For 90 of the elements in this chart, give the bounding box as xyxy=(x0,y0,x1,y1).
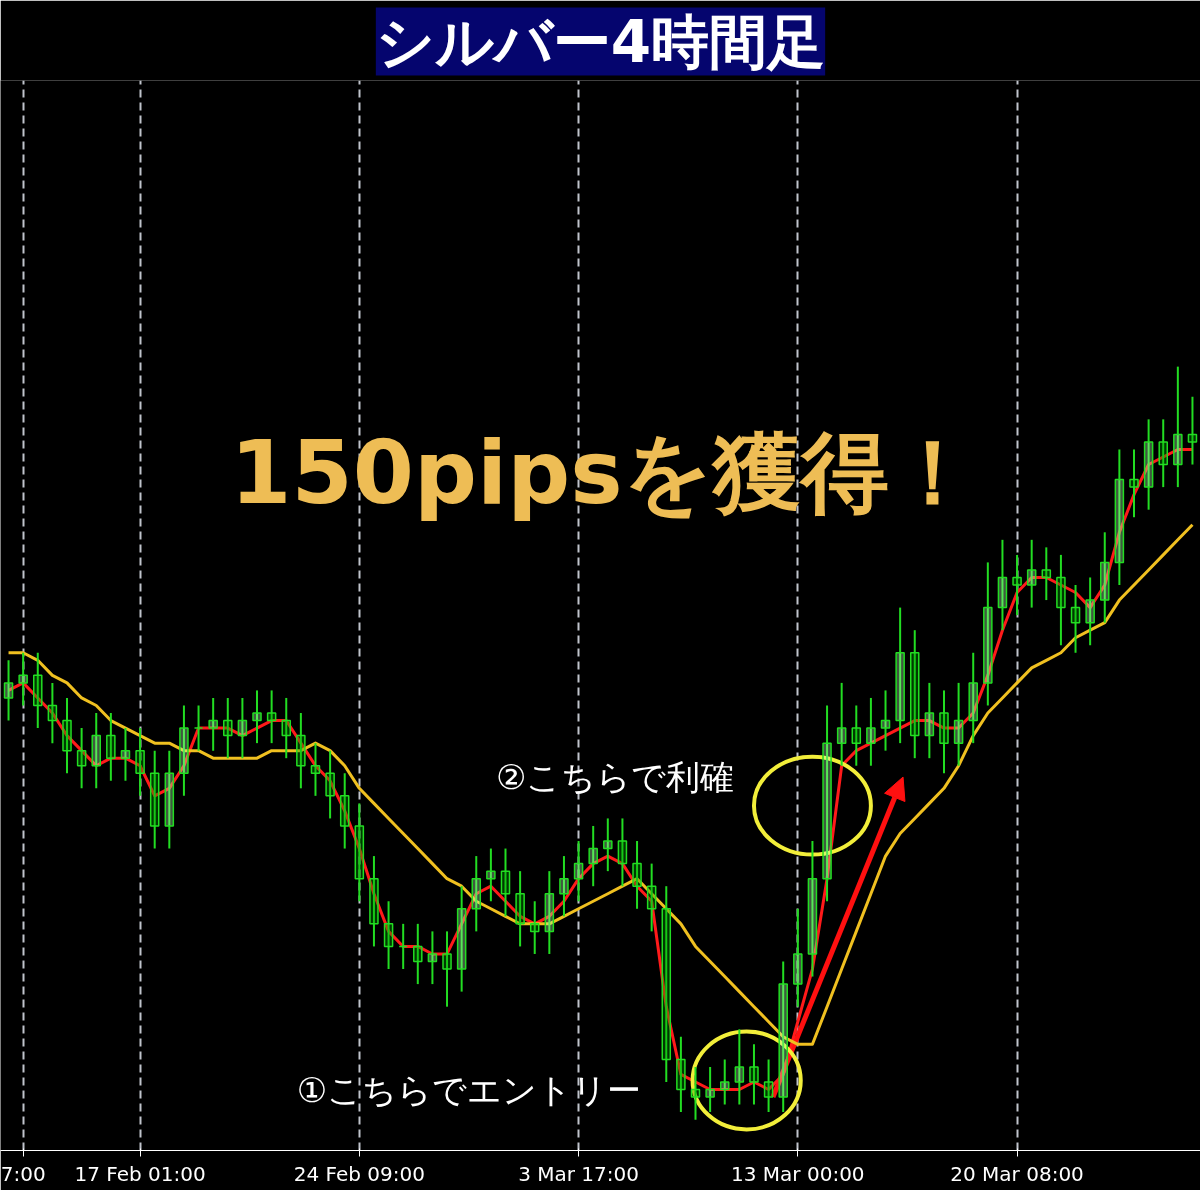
candlestick xyxy=(603,817,613,873)
candlestick xyxy=(3,659,14,722)
candlestick xyxy=(632,840,642,910)
candlestick xyxy=(807,840,818,978)
annotation: ②こちらで利確 xyxy=(495,757,735,798)
candlestick xyxy=(1114,448,1125,586)
candlestick xyxy=(456,885,467,993)
candlestick xyxy=(851,704,862,767)
candlestick xyxy=(1158,418,1168,489)
annotation: 150pipsを獲得！ xyxy=(230,420,977,524)
candlestick xyxy=(252,689,262,745)
candlestick xyxy=(135,727,145,797)
candlestick xyxy=(895,606,905,745)
candlestick xyxy=(749,1043,759,1106)
candlestick xyxy=(1173,365,1183,489)
candlestick xyxy=(866,696,876,767)
candlestick xyxy=(310,742,321,797)
candlestick xyxy=(968,651,978,745)
candlestick xyxy=(427,930,438,986)
candlestick xyxy=(237,696,248,760)
candlestick xyxy=(281,696,292,760)
candlestick xyxy=(1026,538,1037,609)
candlestick xyxy=(223,696,233,760)
candlestick xyxy=(544,870,555,955)
candlestick xyxy=(442,930,452,1008)
candlestick xyxy=(179,704,189,797)
candlestick xyxy=(354,802,365,903)
candlestick xyxy=(266,689,277,745)
candlestick xyxy=(1187,395,1198,466)
candlestick xyxy=(705,1065,715,1114)
candlestick xyxy=(106,712,116,782)
candlestick xyxy=(953,681,964,767)
candlestick xyxy=(1041,546,1052,602)
candlestick xyxy=(676,1035,686,1114)
candlestick xyxy=(997,538,1008,632)
candlestick xyxy=(500,847,511,918)
candlestick xyxy=(33,651,43,730)
candlestick xyxy=(661,885,672,1083)
candlestick xyxy=(1070,584,1081,654)
candlestick xyxy=(383,900,394,971)
candlestick xyxy=(909,629,920,760)
candlestick xyxy=(1143,418,1154,511)
candlestick xyxy=(339,772,350,850)
x-tick-label: 24 Feb 09:00 xyxy=(293,1161,425,1186)
candlestick xyxy=(471,855,482,933)
x-tick-label: 3 Mar 17:00 xyxy=(518,1161,639,1186)
candlestick xyxy=(62,696,72,775)
candlestick xyxy=(486,847,496,903)
candlestick xyxy=(91,712,102,790)
candlestick xyxy=(515,870,525,948)
candlestick xyxy=(164,749,175,850)
annotation: ①こちらでエントリー xyxy=(296,1069,642,1110)
x-tick-label: 17 Feb 01:00 xyxy=(74,1161,206,1186)
candlestick xyxy=(1012,553,1022,617)
candlestick xyxy=(880,689,891,752)
candlestick xyxy=(559,855,569,918)
candlestick xyxy=(208,696,218,752)
candlestick xyxy=(734,1028,745,1106)
x-tick-label: 20 Mar 08:00 xyxy=(950,1161,1084,1186)
candlestick xyxy=(924,681,935,760)
candlestick xyxy=(836,681,847,767)
x-tick-label: 13 Mar 00:00 xyxy=(731,1161,865,1186)
candlestick xyxy=(1129,448,1139,519)
candlestick xyxy=(296,712,306,790)
chart-title: シルバー4時間足 xyxy=(375,7,826,76)
candlestick xyxy=(793,907,803,1008)
candlestick xyxy=(1056,553,1066,647)
candlestick xyxy=(588,824,598,888)
candlestick xyxy=(529,900,540,955)
candlestick xyxy=(822,704,832,903)
candlestick xyxy=(646,862,657,933)
candlestick xyxy=(1099,531,1110,624)
candlestick xyxy=(149,749,160,850)
x-tick-label: 7:00 xyxy=(0,1161,46,1186)
candlestick xyxy=(719,1058,730,1106)
candlestick xyxy=(690,1065,701,1121)
candlestick xyxy=(1085,576,1095,647)
candlestick xyxy=(617,817,628,888)
candlestick xyxy=(369,855,379,948)
candlestick xyxy=(76,727,87,790)
candlestick xyxy=(325,749,335,820)
candlestick xyxy=(120,727,131,782)
candlestick xyxy=(778,960,788,1114)
candlestick xyxy=(939,689,949,775)
candlestick xyxy=(983,561,993,707)
candlestick xyxy=(573,840,584,903)
candlestick xyxy=(18,651,28,707)
candlestick xyxy=(763,1058,774,1114)
candlestick xyxy=(413,922,423,986)
candlestick xyxy=(47,681,58,745)
